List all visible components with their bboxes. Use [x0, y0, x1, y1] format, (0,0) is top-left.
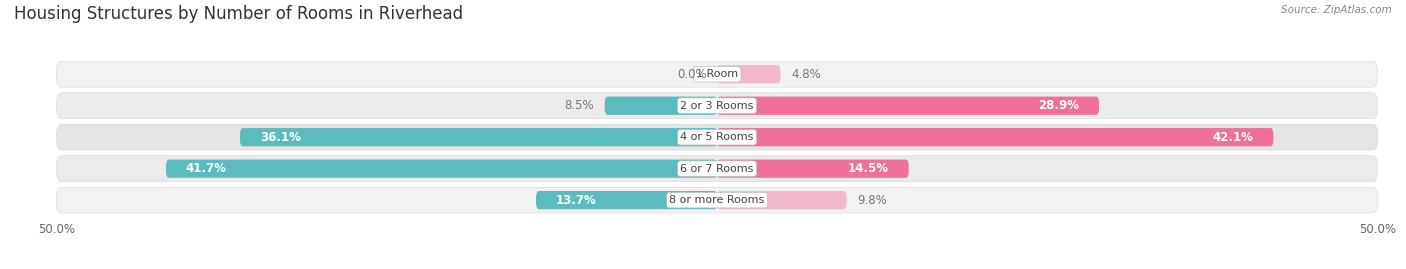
Text: 8 or more Rooms: 8 or more Rooms: [669, 195, 765, 205]
FancyBboxPatch shape: [240, 128, 717, 146]
Text: 13.7%: 13.7%: [555, 194, 596, 207]
Text: 6 or 7 Rooms: 6 or 7 Rooms: [681, 164, 754, 174]
FancyBboxPatch shape: [56, 156, 1378, 182]
FancyBboxPatch shape: [605, 97, 717, 115]
Text: 14.5%: 14.5%: [848, 162, 889, 175]
Text: 36.1%: 36.1%: [260, 131, 301, 144]
Text: Source: ZipAtlas.com: Source: ZipAtlas.com: [1281, 5, 1392, 15]
FancyBboxPatch shape: [166, 160, 717, 178]
FancyBboxPatch shape: [717, 160, 908, 178]
Text: 42.1%: 42.1%: [1213, 131, 1254, 144]
Text: 2 or 3 Rooms: 2 or 3 Rooms: [681, 101, 754, 111]
Text: 0.0%: 0.0%: [676, 68, 706, 81]
FancyBboxPatch shape: [56, 61, 1378, 87]
FancyBboxPatch shape: [717, 191, 846, 209]
FancyBboxPatch shape: [717, 128, 1274, 146]
FancyBboxPatch shape: [536, 191, 717, 209]
Text: 41.7%: 41.7%: [186, 162, 226, 175]
FancyBboxPatch shape: [56, 124, 1378, 150]
FancyBboxPatch shape: [717, 65, 780, 83]
FancyBboxPatch shape: [717, 97, 1099, 115]
Text: 4 or 5 Rooms: 4 or 5 Rooms: [681, 132, 754, 142]
Text: Housing Structures by Number of Rooms in Riverhead: Housing Structures by Number of Rooms in…: [14, 5, 463, 23]
Text: 28.9%: 28.9%: [1038, 99, 1080, 112]
Text: 9.8%: 9.8%: [858, 194, 887, 207]
Text: 8.5%: 8.5%: [565, 99, 595, 112]
Text: 1 Room: 1 Room: [696, 69, 738, 79]
Text: 4.8%: 4.8%: [792, 68, 821, 81]
FancyBboxPatch shape: [56, 93, 1378, 119]
FancyBboxPatch shape: [56, 187, 1378, 213]
